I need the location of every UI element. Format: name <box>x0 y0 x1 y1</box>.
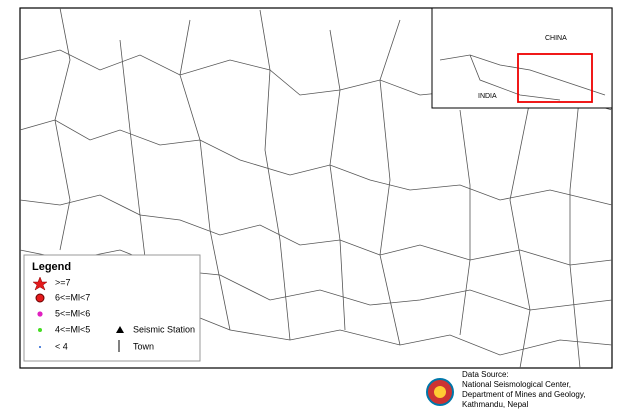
legend-label: 5<=Ml<6 <box>55 308 90 318</box>
legend-label: Seismic Station <box>133 324 195 334</box>
legend-magenta <box>37 311 43 317</box>
legend-green <box>38 328 42 332</box>
source-line: Kathmandu, Nepal <box>462 400 528 409</box>
inset-borders <box>439 54 606 101</box>
source-line: National Seismological Center, <box>462 380 571 389</box>
inset-frame <box>431 7 613 109</box>
legend-label: 4<=Ml<5 <box>55 324 90 334</box>
legend-station <box>116 326 124 333</box>
legend-box <box>23 254 201 362</box>
legend-red <box>35 293 45 303</box>
legend: Legend >=7 6<=Ml<7 5<=Ml<6 4<=Ml<5 < 4 S… <box>23 254 201 362</box>
legend-label: Town <box>133 341 154 351</box>
legend-label: 6<=Ml<7 <box>55 292 90 302</box>
inset-highlight <box>517 53 593 103</box>
legend-label: < 4 <box>55 341 68 351</box>
legend-title: Legend <box>32 261 71 273</box>
source-line: Data Source: <box>462 370 509 379</box>
source-line: Department of Mines and Geology, <box>462 390 585 399</box>
logo-center <box>434 386 446 398</box>
legend-label: >=7 <box>55 277 71 287</box>
inset-label: INDIA <box>478 93 497 100</box>
legend-star <box>32 276 48 291</box>
inset-map: CHINA INDIA <box>431 7 613 109</box>
source: Data Source: National Seismological Cent… <box>426 370 585 409</box>
inset-label: CHINA <box>545 35 567 42</box>
legend-blue <box>39 346 41 348</box>
